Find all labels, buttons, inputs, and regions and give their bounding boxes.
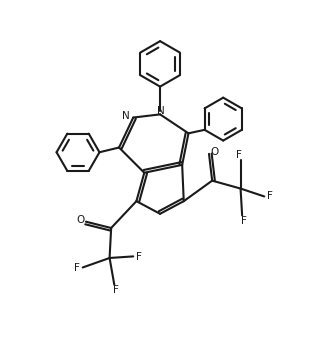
Text: O: O — [210, 147, 218, 157]
Text: O: O — [76, 215, 85, 225]
Text: F: F — [136, 252, 142, 262]
Text: F: F — [241, 216, 247, 226]
Text: F: F — [113, 285, 119, 295]
Text: N: N — [122, 111, 130, 121]
Text: F: F — [236, 150, 242, 160]
Text: N: N — [157, 106, 165, 116]
Text: F: F — [74, 263, 80, 273]
Text: F: F — [267, 191, 273, 201]
